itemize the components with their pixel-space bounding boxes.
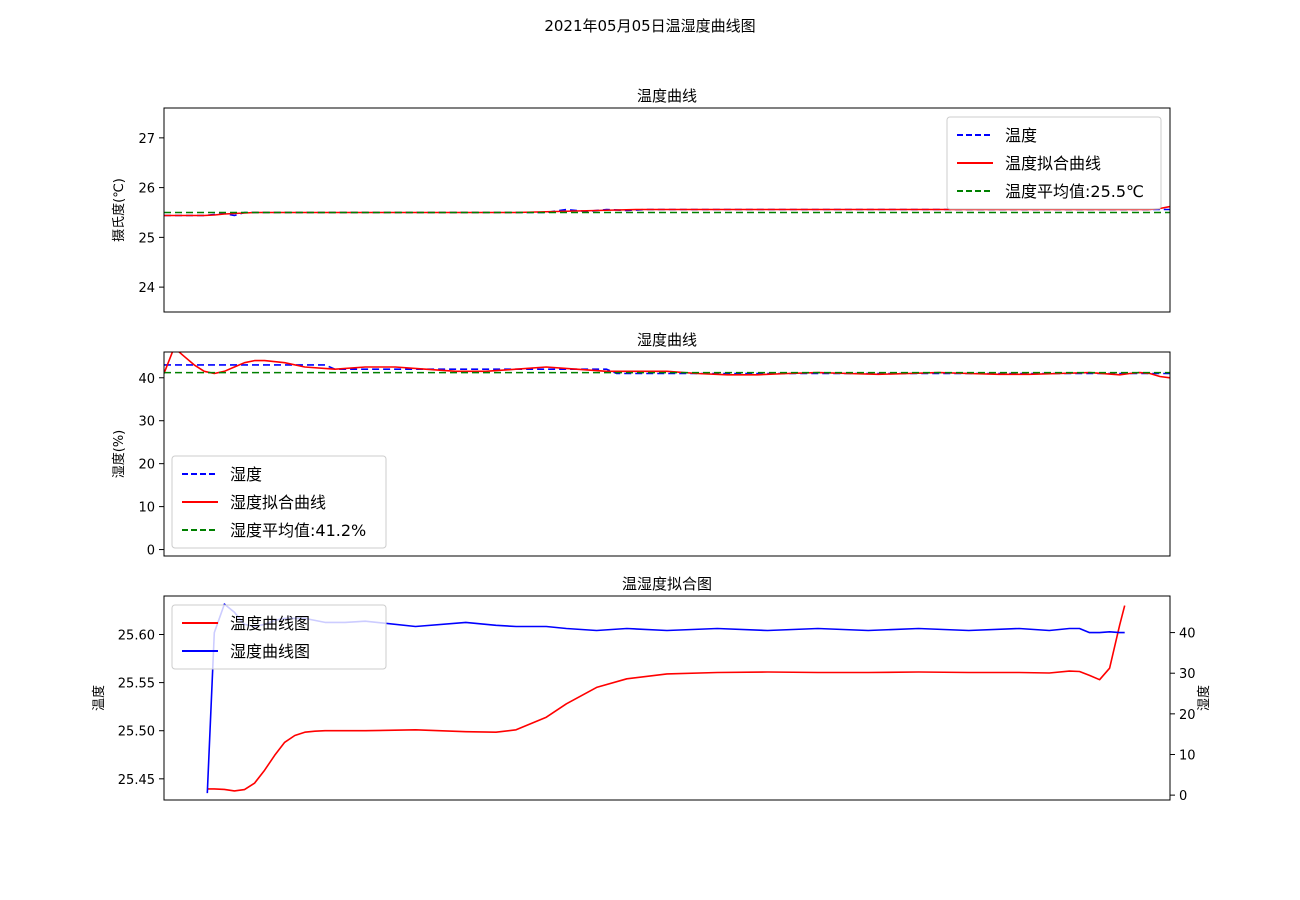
figure-title: 2021年05月05日温湿度曲线图 (544, 17, 755, 35)
y-right-tick-label: 10 (1179, 748, 1196, 763)
y-right-tick-label: 0 (1179, 789, 1187, 804)
y-tick-label: 26 (138, 182, 155, 197)
legend-label: 温度曲线图 (230, 614, 310, 633)
y-right-tick-label: 20 (1179, 708, 1196, 723)
y-tick-label: 0 (147, 544, 155, 559)
y-tick-label: 24 (138, 281, 155, 296)
legend-label: 湿度 (230, 465, 262, 484)
legend-label: 湿度平均值:41.2% (230, 521, 366, 540)
axes-frame (163, 595, 1171, 801)
legend-label: 湿度曲线图 (230, 642, 310, 661)
y-right-tick-label: 40 (1179, 627, 1196, 642)
series-line (207, 605, 1126, 792)
subplots: 温度曲线24252627摄氏度(℃)温度温度拟合曲线温度平均值:25.5℃湿度曲… (91, 87, 1212, 804)
series-line (164, 352, 1170, 379)
y-tick-label: 10 (138, 501, 155, 516)
y-tick-label: 25 (138, 231, 155, 246)
y-tick-label: 25.50 (118, 725, 155, 740)
subplot-title: 温湿度拟合图 (622, 575, 712, 593)
y-right-axis-label: 湿度 (1196, 685, 1212, 711)
legend-label: 温度拟合曲线 (1005, 154, 1101, 173)
legend-frame (171, 604, 387, 670)
y-tick-label: 25.45 (118, 773, 155, 788)
legend-label: 温度 (1005, 126, 1037, 145)
y-axis-label: 摄氏度(℃) (111, 178, 127, 242)
y-tick-label: 20 (138, 458, 155, 473)
legend-frame (171, 455, 387, 549)
legend-frame (946, 116, 1162, 210)
y-axis-label: 湿度(%) (111, 430, 127, 479)
y-tick-label: 27 (138, 132, 155, 147)
y-tick-label: 25.60 (118, 628, 155, 643)
y-tick-label: 25.55 (118, 677, 155, 692)
y-right-tick-label: 30 (1179, 667, 1196, 682)
legend-label: 湿度拟合曲线 (230, 493, 326, 512)
y-tick-label: 40 (138, 372, 155, 387)
subplot-title: 湿度曲线 (637, 331, 697, 349)
y-axis-label: 温度 (91, 685, 107, 711)
subplot-title: 温度曲线 (637, 87, 697, 105)
y-tick-label: 30 (138, 415, 155, 430)
series-group (164, 352, 1170, 379)
axes-frame (163, 107, 1171, 313)
legend-label: 温度平均值:25.5℃ (1005, 182, 1144, 201)
axes-frame (163, 351, 1171, 557)
subplot-3: 温湿度拟合图 25.45 25.50 25.55 25.60 0 10 20 30 40 温度 湿度 温… (91, 575, 1212, 804)
